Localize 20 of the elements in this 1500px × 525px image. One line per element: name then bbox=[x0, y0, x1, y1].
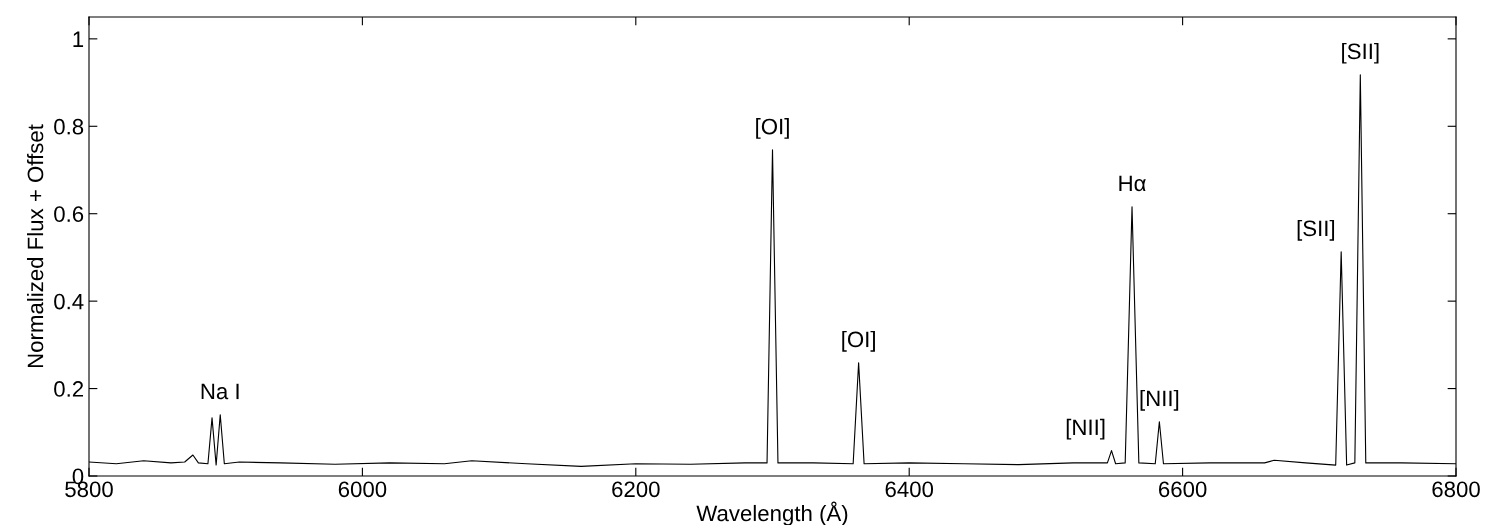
y-axis-title: Normalized Flux + Offset bbox=[26, 124, 44, 368]
annotation: [SII] bbox=[1342, 42, 1379, 64]
y-tick-label: 0.2 bbox=[54, 381, 84, 397]
x-tick-label: 6800 bbox=[1432, 481, 1480, 498]
annotation: [OI] bbox=[756, 118, 789, 139]
y-tick-label: 1 bbox=[73, 31, 84, 47]
x-tick-label: 6400 bbox=[885, 481, 934, 498]
annotation: [OI] bbox=[842, 330, 875, 352]
y-tick-label: 0.8 bbox=[54, 118, 84, 135]
annotation: Na I bbox=[201, 383, 239, 400]
annotation: [SII] bbox=[1297, 219, 1335, 241]
annotation: Hα bbox=[1119, 175, 1146, 192]
x-axis-title: Wavelength (Å) bbox=[696, 501, 848, 525]
x-tick-label: 6000 bbox=[338, 481, 387, 498]
x-tick-label: 6200 bbox=[612, 481, 660, 498]
annotation: [NII] bbox=[1066, 418, 1105, 440]
annotation: [NII] bbox=[1140, 389, 1179, 411]
x-tick-label: 6600 bbox=[1159, 481, 1207, 498]
y-tick-label: 0.6 bbox=[54, 206, 84, 222]
y-tick-label: 0.4 bbox=[54, 293, 84, 310]
